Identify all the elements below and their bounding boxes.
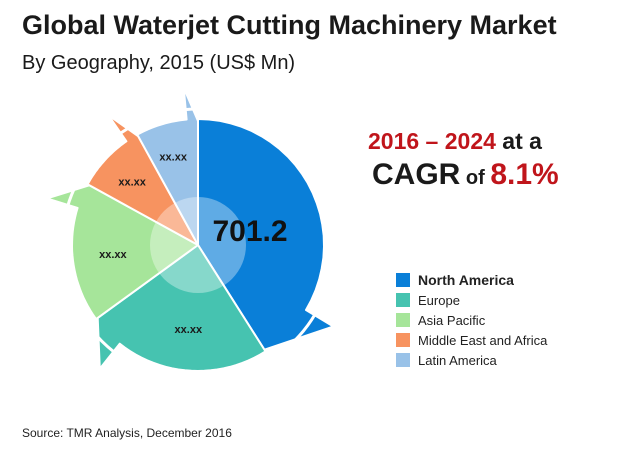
chart-legend: North America Europe Asia Pacific Middle Ea… [396, 270, 547, 370]
legend-label: Middle East and Africa [418, 332, 548, 348]
legend-item-europe: Europe [396, 290, 547, 310]
legend-label: Europe [418, 292, 460, 308]
cagr-at-a: at a [495, 128, 542, 154]
legend-swatch [396, 353, 410, 367]
chart-subtitle: By Geography, 2015 (US$ Mn) [22, 52, 296, 74]
center-value-label: 701.2 [212, 215, 287, 248]
chart-title: Global Waterjet Cutting Machinery Market [22, 10, 557, 40]
center-circle [150, 197, 246, 293]
cagr-rate: 8.1% [490, 158, 559, 191]
pie-slice-north-america [197, 118, 335, 351]
cagr-years: 2016 – 2024 [368, 128, 496, 154]
legend-label: Asia Pacific [418, 312, 486, 328]
legend-item-latin-america: Latin America [396, 350, 547, 370]
cagr-period: 2016 – 2024 at a [368, 128, 542, 155]
cagr-of: of [460, 167, 491, 189]
legend-swatch [396, 273, 410, 287]
slice-label-latin-america: xx.xx [159, 152, 187, 164]
legend-label: Latin America [418, 352, 497, 368]
source-note: Source: TMR Analysis, December 2016 [22, 426, 232, 440]
pie-slice-europe [96, 244, 267, 372]
slice-label-asia-pacific: xx.xx [99, 249, 127, 261]
cagr-word: CAGR [372, 158, 461, 191]
outer-ring [60, 107, 336, 383]
cagr-rate-line: CAGR of 8.1% [372, 158, 559, 192]
slice-label-middle-east-and-africa: xx.xx [118, 177, 146, 189]
pie-slice-asia-pacific [46, 184, 199, 321]
legend-label: North America [418, 272, 514, 288]
legend-swatch [396, 313, 410, 327]
pie-slice-middle-east-and-africa [86, 114, 199, 246]
pie-slice-latin-america [136, 86, 199, 246]
legend-swatch [396, 333, 410, 347]
legend-item-asia-pacific: Asia Pacific [396, 310, 547, 330]
slice-label-europe: xx.xx [175, 324, 203, 336]
legend-swatch [396, 293, 410, 307]
legend-item-north-america: North America [396, 270, 547, 290]
legend-item-middle-east-and-africa: Middle East and Africa [396, 330, 547, 350]
